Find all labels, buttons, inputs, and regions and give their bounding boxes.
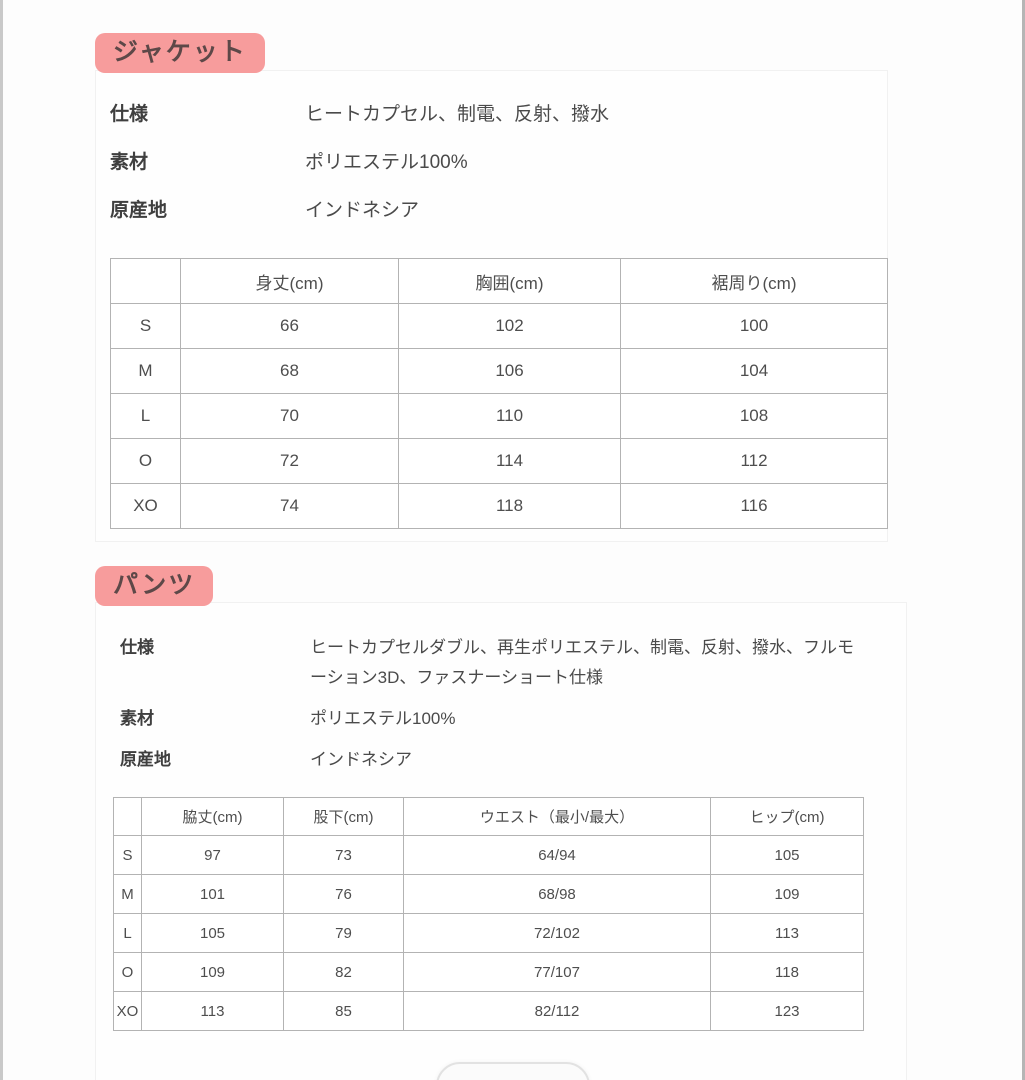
value-cell: 72: [180, 438, 399, 484]
jacket-section-badge: ジャケット: [95, 33, 265, 73]
value-cell: 104: [620, 348, 888, 394]
size-cell: L: [110, 393, 181, 439]
right-edge-border: [1022, 0, 1025, 1080]
size-cell: M: [110, 348, 181, 394]
value-cell: 116: [620, 483, 888, 529]
value-cell: 79: [283, 913, 404, 953]
value-cell: 110: [398, 393, 621, 439]
spec-label: 仕様: [110, 104, 149, 125]
table-row: O 72 114 112: [110, 438, 888, 484]
spec-label: 素材: [120, 709, 154, 728]
pants-size-table: 脇丈(cm) 股下(cm) ウエスト（最小/最大） ヒップ(cm) S 97 73 64/9…: [113, 797, 864, 1031]
value-cell: 68: [180, 348, 399, 394]
spec-value: ヒートカプセルダブル、再生ポリエステル、制電、反射、撥水、フルモーション3D、フ…: [310, 638, 854, 687]
pants-spec-row: 仕様 ヒートカプセルダブル、再生ポリエステル、制電、反射、撥水、フルモーション3D…: [120, 633, 880, 693]
value-cell: 76: [283, 874, 404, 914]
size-cell: L: [113, 913, 142, 953]
value-cell: 105: [141, 913, 284, 953]
header-cell: ヒップ(cm): [710, 797, 864, 836]
size-cell: XO: [113, 991, 142, 1031]
header-cell: 胸囲(cm): [398, 258, 621, 304]
size-cell: XO: [110, 483, 181, 529]
value-cell: 82/112: [403, 991, 711, 1031]
jacket-size-table: 身丈(cm) 胸囲(cm) 裾周り(cm) S 66 102 100 M 68 106 104 L 7…: [110, 258, 888, 529]
pants-section-badge: パンツ: [95, 566, 214, 606]
header-cell: [113, 797, 142, 836]
table-row: L 105 79 72/102 113: [113, 913, 864, 953]
size-cell: S: [113, 835, 142, 875]
pants-spec-row: 素材 ポリエステル100%: [120, 704, 880, 734]
value-cell: 64/94: [403, 835, 711, 875]
value-cell: 100: [620, 303, 888, 349]
value-cell: 73: [283, 835, 404, 875]
value-cell: 68/98: [403, 874, 711, 914]
table-row: L 70 110 108: [110, 393, 888, 439]
table-row: M 68 106 104: [110, 348, 888, 394]
value-cell: 105: [710, 835, 864, 875]
pants-spec-row: 原産地 インドネシア: [120, 745, 880, 775]
jacket-size-table-header: 身丈(cm) 胸囲(cm) 裾周り(cm): [110, 258, 888, 304]
value-cell: 113: [710, 913, 864, 953]
value-cell: 70: [180, 393, 399, 439]
value-cell: 118: [398, 483, 621, 529]
pants-spec-list: 仕様 ヒートカプセルダブル、再生ポリエステル、制電、反射、撥水、フルモーション3D…: [120, 633, 880, 786]
table-header-row: 身丈(cm) 胸囲(cm) 裾周り(cm): [110, 258, 888, 304]
spec-value: ヒートカプセル、制電、反射、撥水: [305, 104, 610, 125]
header-cell: ウエスト（最小/最大）: [403, 797, 711, 836]
spec-value: インドネシア: [310, 750, 412, 769]
header-cell: 裾周り(cm): [620, 258, 888, 304]
spec-label: 仕様: [120, 638, 154, 657]
value-cell: 106: [398, 348, 621, 394]
value-cell: 113: [141, 991, 284, 1031]
value-cell: 102: [398, 303, 621, 349]
see-more-button[interactable]: [435, 1062, 590, 1080]
value-cell: 109: [141, 952, 284, 992]
value-cell: 72/102: [403, 913, 711, 953]
value-cell: 77/107: [403, 952, 711, 992]
table-row: M 101 76 68/98 109: [113, 874, 864, 914]
value-cell: 112: [620, 438, 888, 484]
table-row: O 109 82 77/107 118: [113, 952, 864, 992]
table-header-row: 脇丈(cm) 股下(cm) ウエスト（最小/最大） ヒップ(cm): [113, 797, 864, 836]
table-row: S 97 73 64/94 105: [113, 835, 864, 875]
header-cell: 股下(cm): [283, 797, 404, 836]
jacket-spec-row: 原産地 インドネシア: [110, 197, 880, 224]
table-row: XO 74 118 116: [110, 483, 888, 529]
pants-size-table-header: 脇丈(cm) 股下(cm) ウエスト（最小/最大） ヒップ(cm): [113, 797, 864, 836]
value-cell: 114: [398, 438, 621, 484]
pants-size-table-body: S 97 73 64/94 105 M 101 76 68/98 109 L 105 79 72/102 1…: [113, 835, 864, 1031]
spec-label: 素材: [110, 152, 149, 173]
jacket-size-table-body: S 66 102 100 M 68 106 104 L 70 110 108 O 72 114 112 XO 74…: [110, 303, 888, 529]
spec-value: ポリエステル100%: [305, 152, 468, 173]
header-cell: 身丈(cm): [180, 258, 399, 304]
value-cell: 101: [141, 874, 284, 914]
value-cell: 109: [710, 874, 864, 914]
jacket-spec-row: 仕様 ヒートカプセル、制電、反射、撥水: [110, 101, 880, 128]
header-cell: 脇丈(cm): [141, 797, 284, 836]
header-cell: [110, 258, 181, 304]
size-cell: O: [113, 952, 142, 992]
size-cell: M: [113, 874, 142, 914]
value-cell: 108: [620, 393, 888, 439]
spec-value: インドネシア: [305, 200, 420, 221]
value-cell: 123: [710, 991, 864, 1031]
left-edge-border: [0, 0, 3, 1080]
spec-value: ポリエステル100%: [310, 709, 456, 728]
value-cell: 66: [180, 303, 399, 349]
size-cell: O: [110, 438, 181, 484]
spec-label: 原産地: [110, 200, 168, 221]
value-cell: 82: [283, 952, 404, 992]
value-cell: 74: [180, 483, 399, 529]
value-cell: 97: [141, 835, 284, 875]
table-row: S 66 102 100: [110, 303, 888, 349]
spec-label: 原産地: [120, 750, 171, 769]
jacket-spec-row: 素材 ポリエステル100%: [110, 149, 880, 176]
jacket-spec-list: 仕様 ヒートカプセル、制電、反射、撥水素材 ポリエステル100% 原産地 インドネシア: [110, 101, 880, 245]
table-row: XO 113 85 82/112 123: [113, 991, 864, 1031]
size-cell: S: [110, 303, 181, 349]
value-cell: 85: [283, 991, 404, 1031]
value-cell: 118: [710, 952, 864, 992]
